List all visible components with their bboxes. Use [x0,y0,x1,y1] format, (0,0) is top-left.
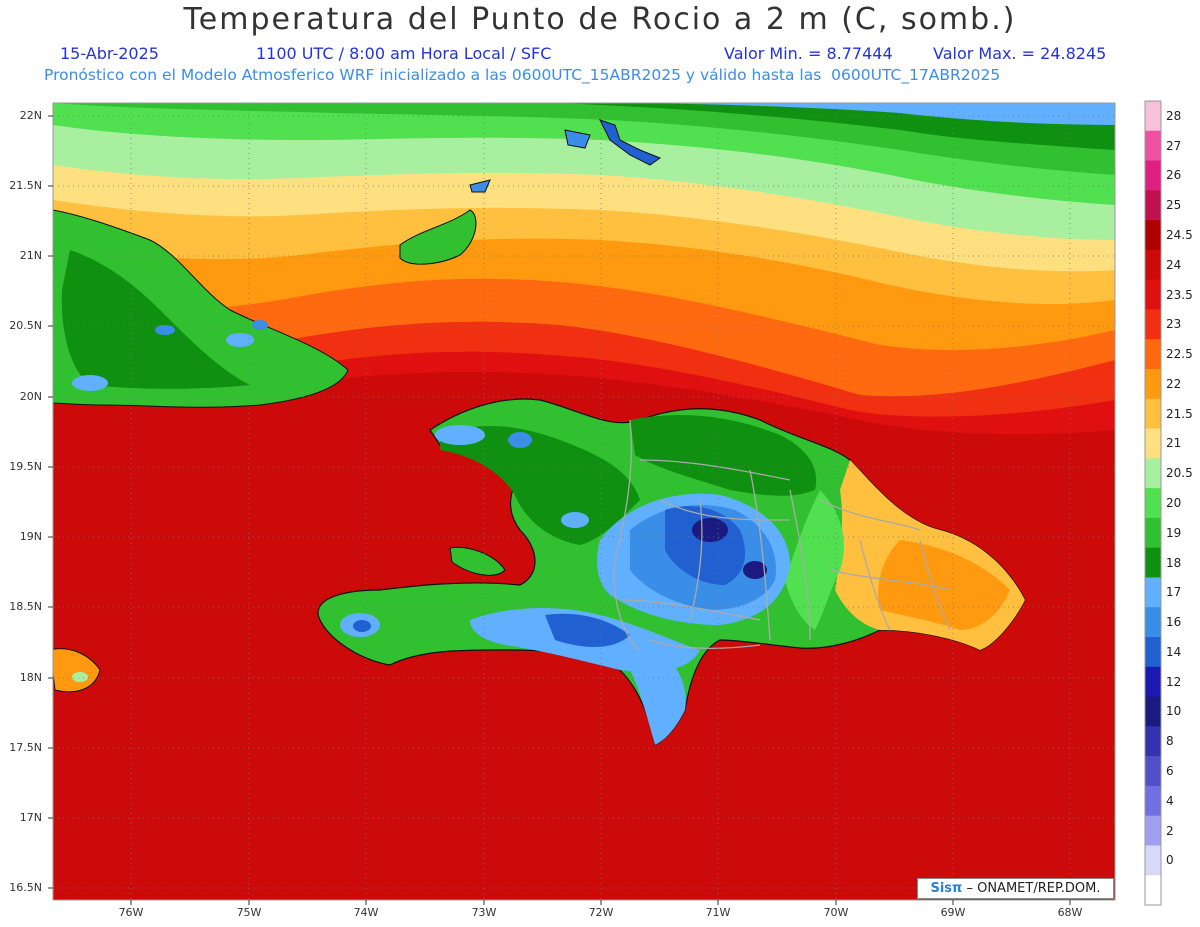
lon-label: 75W [236,906,262,919]
colorbar-level: 20.5 [1166,466,1193,481]
colorbar-swatch [1145,815,1161,846]
colorbar-level: 23 [1166,317,1182,332]
colorbar-level: 27 [1166,138,1182,153]
colorbar-level: 17 [1166,585,1182,600]
colorbar-level: 25 [1166,198,1182,213]
colorbar-level: 23.5 [1166,287,1193,302]
lat-label: 17N [19,811,42,824]
colorbar-level: 19 [1166,525,1182,540]
colorbar-swatch [1145,398,1161,430]
colorbar-swatch [1145,220,1161,251]
colorbar-swatch [1145,101,1161,132]
colorbar-swatch [1145,726,1161,757]
colorbar-swatch [1145,428,1161,459]
colorbar-swatch [1145,339,1161,370]
lat-label: 18.5N [9,600,42,613]
colorbar-level: 4 [1166,793,1174,808]
lat-label: 18N [19,671,42,684]
colorbar-swatch [1145,279,1161,310]
colorbar-level: 8 [1166,734,1174,749]
colorbar-swatch [1145,190,1161,221]
colorbar-swatch [1145,577,1161,608]
lon-label: 69W [940,906,966,919]
time-info: 1100 UTC / 8:00 am Hora Local / SFC [256,44,552,63]
lat-label: 22N [19,109,42,122]
forecast-date: 15-Abr-2025 [60,44,159,63]
colorbar-level: 21 [1166,436,1182,451]
colorbar-level: 21.5 [1166,406,1193,421]
colorbar-swatch [1145,696,1161,727]
colorbar-swatch [1145,785,1161,817]
lat-label: 20.5N [9,319,42,332]
colorbar-level: 10 [1166,704,1182,719]
lon-label: 72W [588,906,614,919]
colorbar-swatch [1145,607,1161,638]
colorbar-swatch [1145,666,1161,698]
lon-label: 70W [823,906,849,919]
lon-label: 73W [471,906,497,919]
colorbar-level: 22 [1166,376,1182,391]
lon-label: 76W [118,906,144,919]
lon-label: 71W [705,906,731,919]
colorbar-swatch [1145,756,1161,787]
credit-box: Sisπ – ONAMET/REP.DOM. [917,878,1114,899]
colorbar-swatch [1145,488,1161,519]
colorbar-level: 12 [1166,674,1182,689]
colorbar-swatch [1145,249,1161,281]
lat-label: 21.5N [9,179,42,192]
colorbar-level: 14 [1166,644,1182,659]
colorbar-swatch [1145,309,1161,340]
lon-label: 74W [353,906,379,919]
map-title: Temperatura del Punto de Rocio a 2 m (C,… [183,2,1017,37]
colorbar-swatch [1145,875,1161,906]
colorbar-swatch [1145,458,1161,489]
lat-label: 17.5N [9,741,42,754]
lat-label: 19N [19,530,42,543]
colorbar-swatch [1145,160,1161,191]
lat-label: 16.5N [9,881,42,894]
colorbar-level: 22.5 [1166,347,1193,362]
colorbar-swatch [1145,517,1161,549]
colorbar-level: 18 [1166,555,1182,570]
sispi-logo: Sisπ [930,881,963,896]
colorbar-level: 0 [1166,853,1174,868]
lat-label: 20N [19,390,42,403]
value-max: Valor Max. = 24.8245 [933,44,1107,63]
model-info: Pronóstico con el Modelo Atmosferico WRF… [44,66,1001,84]
colorbar-swatch [1145,547,1161,578]
colorbar-level: 2 [1166,823,1174,838]
colorbar-level: 20 [1166,496,1182,510]
colorbar-level: 24 [1166,257,1182,272]
colorbar [1144,100,1162,906]
colorbar-level: 6 [1166,764,1174,778]
colorbar-level: 28 [1166,108,1182,123]
lat-label: 19.5N [9,460,42,473]
value-min: Valor Min. = 8.77444 [724,44,893,63]
lat-label: 21N [19,249,42,262]
colorbar-swatch [1145,637,1161,668]
colorbar-swatch [1145,369,1161,400]
colorbar-level: 16 [1166,615,1182,630]
colorbar-swatch [1145,130,1161,162]
lon-label: 68W [1057,906,1083,919]
colorbar-level: 24.5 [1166,228,1193,242]
colorbar-level: 26 [1166,168,1182,183]
colorbar-swatch [1145,845,1161,876]
credit-text: – ONAMET/REP.DOM. [966,881,1101,896]
